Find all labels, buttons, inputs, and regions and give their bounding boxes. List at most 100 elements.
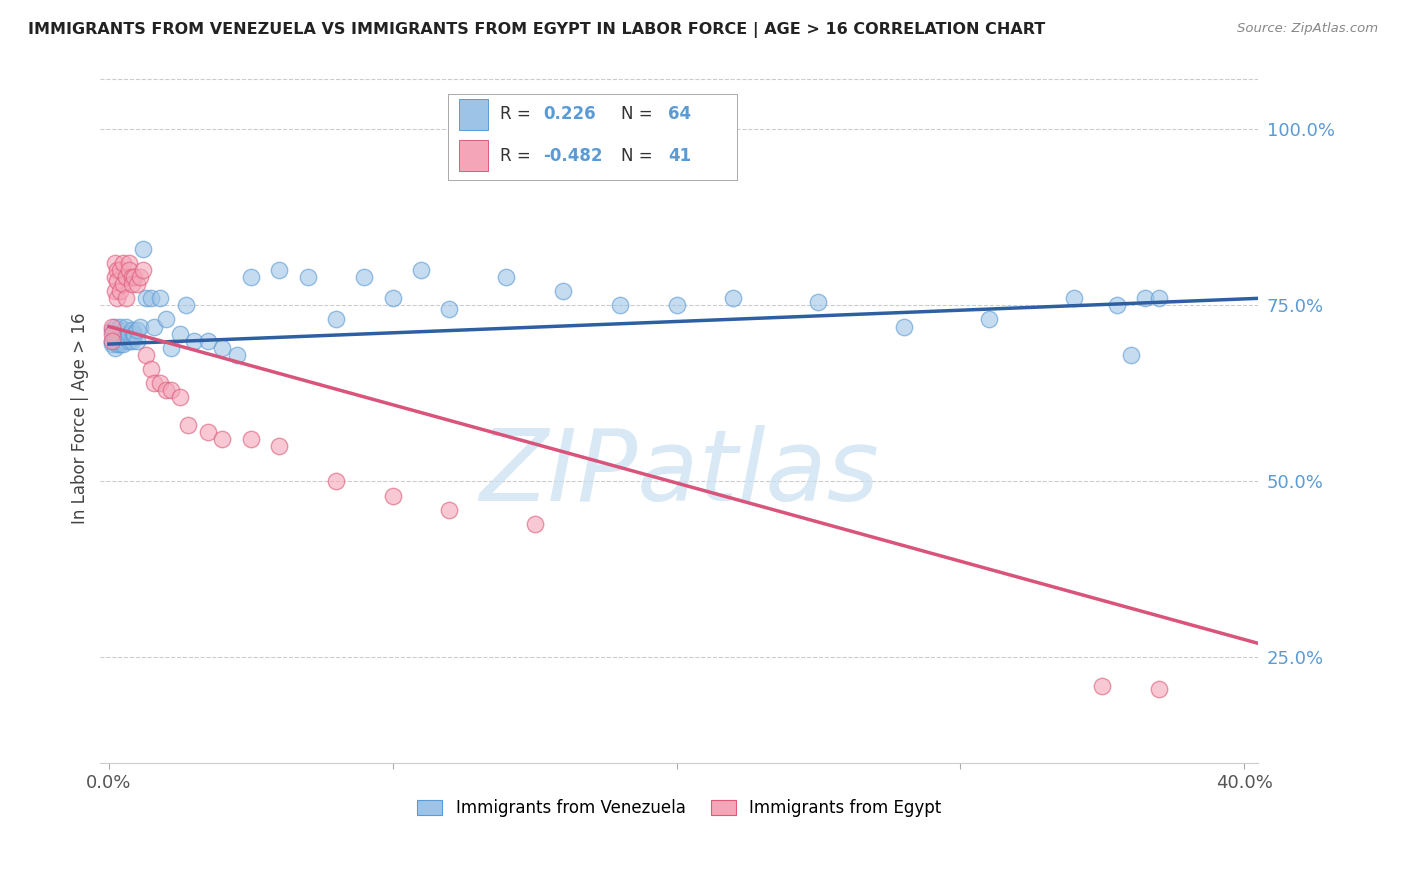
Point bbox=[121, 323, 143, 337]
Point bbox=[103, 270, 125, 285]
Point bbox=[103, 341, 125, 355]
Point bbox=[325, 475, 347, 489]
Point bbox=[132, 263, 155, 277]
Point bbox=[110, 330, 132, 344]
Text: Source: ZipAtlas.com: Source: ZipAtlas.com bbox=[1237, 22, 1378, 36]
Point bbox=[1119, 348, 1142, 362]
Point bbox=[115, 330, 138, 344]
Point bbox=[381, 291, 404, 305]
Y-axis label: In Labor Force | Age > 16: In Labor Force | Age > 16 bbox=[72, 312, 89, 524]
Point bbox=[105, 263, 128, 277]
Point bbox=[100, 326, 122, 341]
Point bbox=[100, 334, 122, 348]
Legend: Immigrants from Venezuela, Immigrants from Egypt: Immigrants from Venezuela, Immigrants fr… bbox=[411, 792, 948, 824]
Point bbox=[115, 323, 138, 337]
Point bbox=[132, 242, 155, 256]
Point bbox=[609, 298, 631, 312]
Point bbox=[118, 256, 141, 270]
Point bbox=[269, 439, 291, 453]
Point bbox=[135, 348, 157, 362]
Point bbox=[141, 291, 163, 305]
Point bbox=[129, 319, 152, 334]
Point bbox=[439, 301, 461, 316]
Point bbox=[269, 263, 291, 277]
Point bbox=[225, 348, 247, 362]
Point bbox=[169, 326, 191, 341]
Point bbox=[105, 274, 128, 288]
Point bbox=[551, 285, 574, 299]
Point bbox=[197, 425, 219, 439]
Point bbox=[100, 337, 122, 351]
Point bbox=[115, 291, 138, 305]
Point bbox=[183, 334, 205, 348]
Point bbox=[141, 361, 163, 376]
Point bbox=[105, 334, 128, 348]
Point bbox=[177, 418, 200, 433]
Point bbox=[665, 298, 688, 312]
Point bbox=[135, 291, 157, 305]
Point bbox=[115, 319, 138, 334]
Point bbox=[103, 285, 125, 299]
Point bbox=[149, 376, 172, 390]
Point bbox=[121, 270, 143, 285]
Point bbox=[103, 334, 125, 348]
Point bbox=[103, 256, 125, 270]
Point bbox=[105, 326, 128, 341]
Point bbox=[110, 319, 132, 334]
Point bbox=[1147, 682, 1170, 697]
Point bbox=[211, 432, 233, 446]
Text: IMMIGRANTS FROM VENEZUELA VS IMMIGRANTS FROM EGYPT IN LABOR FORCE | AGE > 16 COR: IMMIGRANTS FROM VENEZUELA VS IMMIGRANTS … bbox=[28, 22, 1046, 38]
Point bbox=[112, 334, 135, 348]
Point bbox=[118, 263, 141, 277]
Point bbox=[100, 334, 122, 348]
Point bbox=[100, 323, 122, 337]
Point bbox=[110, 263, 132, 277]
Point bbox=[155, 312, 177, 326]
Point bbox=[110, 285, 132, 299]
Point bbox=[121, 334, 143, 348]
Point bbox=[149, 291, 172, 305]
Point bbox=[105, 330, 128, 344]
Point bbox=[325, 312, 347, 326]
Point bbox=[112, 326, 135, 341]
Point bbox=[160, 383, 183, 397]
Point bbox=[112, 277, 135, 292]
Point bbox=[105, 291, 128, 305]
Point bbox=[129, 270, 152, 285]
Point bbox=[353, 270, 375, 285]
Point bbox=[169, 390, 191, 404]
Point bbox=[381, 489, 404, 503]
Point bbox=[127, 334, 149, 348]
Point bbox=[1063, 291, 1085, 305]
Point bbox=[409, 263, 432, 277]
Point bbox=[495, 270, 517, 285]
Point bbox=[124, 330, 146, 344]
Point bbox=[239, 270, 262, 285]
Point bbox=[239, 432, 262, 446]
Point bbox=[723, 291, 745, 305]
Point bbox=[115, 270, 138, 285]
Point bbox=[110, 334, 132, 348]
Point bbox=[160, 341, 183, 355]
Point bbox=[127, 277, 149, 292]
Point bbox=[197, 334, 219, 348]
Point bbox=[1133, 291, 1156, 305]
Point bbox=[807, 294, 830, 309]
Point bbox=[1105, 298, 1128, 312]
Point bbox=[143, 319, 166, 334]
Point bbox=[893, 319, 915, 334]
Point bbox=[112, 256, 135, 270]
Point bbox=[124, 270, 146, 285]
Point bbox=[523, 516, 546, 531]
Point bbox=[112, 337, 135, 351]
Point bbox=[103, 319, 125, 334]
Point bbox=[110, 337, 132, 351]
Point bbox=[439, 502, 461, 516]
Point bbox=[143, 376, 166, 390]
Point bbox=[118, 326, 141, 341]
Point bbox=[174, 298, 197, 312]
Point bbox=[1091, 679, 1114, 693]
Point bbox=[105, 337, 128, 351]
Point bbox=[155, 383, 177, 397]
Point bbox=[121, 277, 143, 292]
